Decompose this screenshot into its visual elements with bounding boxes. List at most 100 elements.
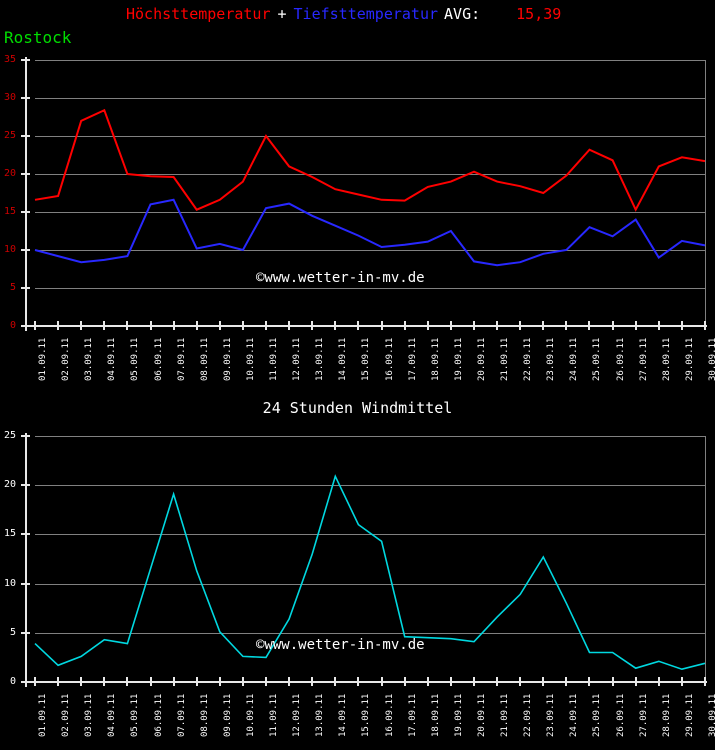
x-axis-tick — [288, 321, 290, 330]
x-axis-tick — [103, 677, 105, 686]
x-axis-tick — [681, 321, 683, 330]
x-axis-tick — [681, 677, 683, 686]
gridline — [35, 174, 705, 175]
gridline — [35, 288, 705, 289]
gridline — [35, 98, 705, 99]
x-axis-tick — [126, 321, 128, 330]
y-axis-label: 20 — [3, 168, 16, 179]
x-axis-tick — [704, 677, 706, 686]
average-value: 15,39 — [516, 5, 562, 23]
y-axis-label: 0 — [9, 676, 16, 687]
series-line — [34, 474, 706, 671]
x-axis-tick — [219, 677, 221, 686]
x-axis-tick — [542, 321, 544, 330]
x-axis-tick — [496, 677, 498, 686]
series-line — [34, 108, 706, 212]
y-axis-tick — [21, 173, 30, 175]
temperature-chart-watermark: ©www.wetter-in-mv.de — [256, 270, 425, 286]
x-axis-tick — [173, 321, 175, 330]
y-axis-label: 25 — [3, 130, 16, 141]
x-axis-tick — [427, 677, 429, 686]
x-axis-tick — [57, 677, 59, 686]
x-axis-tick — [473, 677, 475, 686]
x-axis-tick — [242, 321, 244, 330]
y-axis-line — [25, 57, 27, 331]
y-axis-label: 10 — [3, 578, 16, 589]
x-axis-tick — [357, 677, 359, 686]
station-name: Rostock — [4, 28, 72, 47]
x-axis-tick — [219, 321, 221, 330]
wind-chart-title: 24 Stunden Windmittel — [262, 399, 453, 417]
y-axis-tick — [21, 59, 30, 61]
x-axis-tick — [80, 677, 82, 686]
x-axis-tick — [519, 677, 521, 686]
gridline — [35, 584, 705, 585]
y-axis-tick — [21, 211, 30, 213]
y-axis-label: 35 — [3, 54, 16, 65]
legend-low-temperature-label: Tiefsttemperatur — [293, 5, 439, 23]
gridline — [35, 136, 705, 137]
x-axis-tick — [381, 321, 383, 330]
y-axis-label: 25 — [3, 430, 16, 441]
x-axis-tick — [150, 321, 152, 330]
gridline — [35, 250, 705, 251]
legend-plus-symbol: + — [277, 5, 287, 23]
y-axis-label: 5 — [9, 282, 16, 293]
y-axis-label: 15 — [3, 206, 16, 217]
y-axis-label: 0 — [9, 320, 16, 331]
plot-right-border — [705, 436, 706, 682]
x-axis-tick — [496, 321, 498, 330]
x-axis-tick — [288, 677, 290, 686]
temperature-series-plot — [34, 108, 706, 267]
x-axis-tick — [427, 321, 429, 330]
y-axis-label: 5 — [9, 627, 16, 638]
y-axis-tick — [21, 249, 30, 251]
y-axis-tick — [21, 632, 30, 634]
x-axis-tick — [635, 677, 637, 686]
x-axis-tick — [612, 321, 614, 330]
x-axis-tick — [565, 677, 567, 686]
x-axis-tick — [565, 321, 567, 330]
x-axis-tick — [126, 677, 128, 686]
x-axis-tick — [334, 677, 336, 686]
x-axis-tick — [34, 321, 36, 330]
y-axis-label: 10 — [3, 244, 16, 255]
y-axis-tick — [21, 583, 30, 585]
x-axis-tick — [311, 321, 313, 330]
x-axis-tick — [80, 321, 82, 330]
y-axis-label: 20 — [3, 479, 16, 490]
x-axis-tick — [334, 321, 336, 330]
x-axis-tick — [658, 321, 660, 330]
x-axis-tick — [103, 321, 105, 330]
temperature-chart: 0 5 10 15 20 25 30 35 01.09.11 02.09.11 03.09.11 0… — [3, 54, 715, 382]
gridline — [35, 212, 705, 213]
x-axis-tick — [381, 677, 383, 686]
y-axis-label: 15 — [3, 528, 16, 539]
x-axis-tick — [265, 321, 267, 330]
x-axis-tick — [450, 677, 452, 686]
chart-header: Höchsttemperatur + Tiefsttemperatur AVG: 15,… — [0, 4, 715, 24]
x-axis-tick — [404, 321, 406, 330]
plot-right-border — [705, 60, 706, 326]
x-axis-tick — [658, 677, 660, 686]
y-axis-tick — [21, 435, 30, 437]
x-axis-tick — [542, 677, 544, 686]
y-axis-tick — [21, 97, 30, 99]
wind-chart-watermark: ©www.wetter-in-mv.de — [256, 637, 425, 653]
x-axis-tick — [588, 321, 590, 330]
x-axis-tick — [404, 677, 406, 686]
x-axis-tick — [150, 677, 152, 686]
x-axis-line — [21, 681, 707, 683]
x-axis-tick — [588, 677, 590, 686]
y-axis-label: 30 — [3, 92, 16, 103]
x-axis-line — [21, 325, 707, 327]
y-axis-tick — [21, 484, 30, 486]
x-axis-tick — [519, 321, 521, 330]
x-axis-tick — [450, 321, 452, 330]
x-axis-tick — [473, 321, 475, 330]
legend-high-temperature-label: Höchsttemperatur — [126, 5, 271, 23]
x-axis-tick — [173, 677, 175, 686]
x-axis-tick — [242, 677, 244, 686]
